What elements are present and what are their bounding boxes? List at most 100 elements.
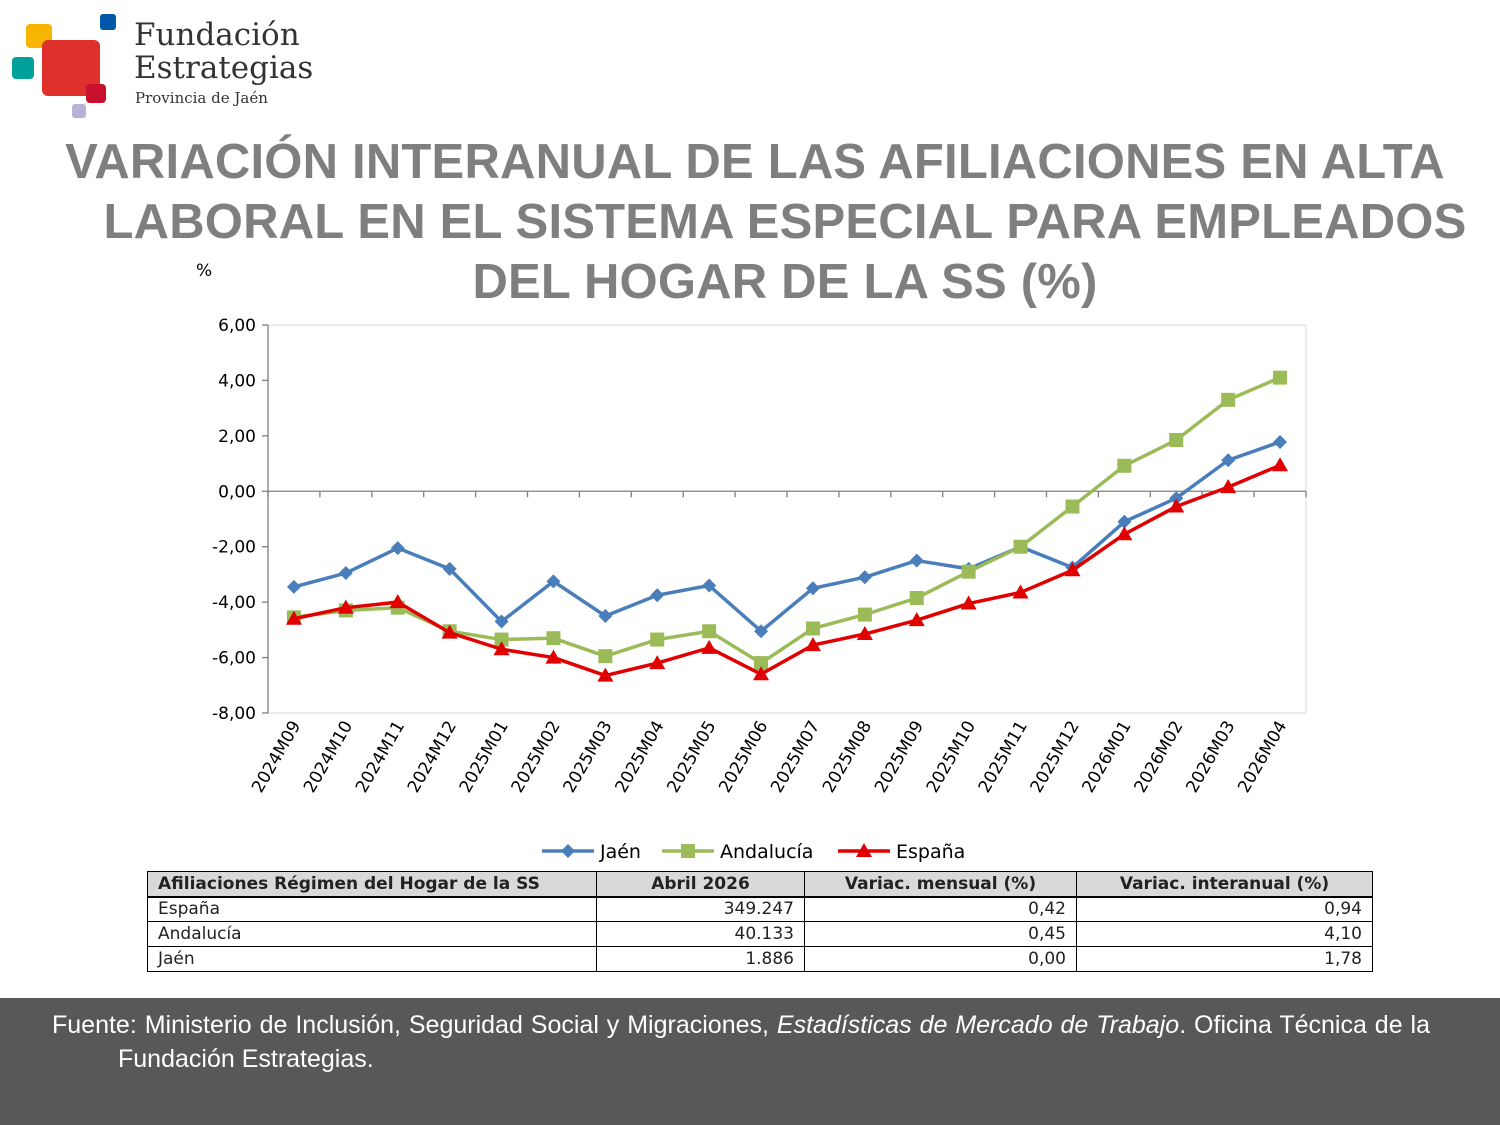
x-tick-label: 2025M10 xyxy=(923,718,980,797)
legend-label: Jaén xyxy=(599,841,641,863)
data-point xyxy=(337,599,354,614)
series-line xyxy=(293,440,1281,633)
data-point xyxy=(961,564,976,579)
data-point xyxy=(1013,539,1028,554)
table-header-cell: Variac. interanual (%) xyxy=(1076,871,1373,897)
logo-square-blue xyxy=(100,14,116,30)
data-point xyxy=(650,632,665,647)
table-header-row: Afiliaciones Régimen del Hogar de la SS … xyxy=(147,871,1373,897)
data-point xyxy=(908,612,925,627)
data-point xyxy=(702,578,717,593)
title-line-1: VARIACIÓN INTERANUAL DE LAS AFILIACIONES… xyxy=(65,135,1445,189)
x-tick-label: 2025M05 xyxy=(663,718,720,797)
data-point xyxy=(856,843,872,857)
data-point xyxy=(857,607,872,622)
table-cell: Jaén xyxy=(147,946,597,972)
x-tick-label: 2024M09 xyxy=(248,718,305,797)
x-tick-label: 2025M02 xyxy=(508,718,565,797)
data-point xyxy=(702,624,717,639)
data-point xyxy=(909,553,924,568)
logo-square-teal xyxy=(12,57,34,79)
x-tick-label: 2025M04 xyxy=(611,718,668,797)
table-cell: 349.247 xyxy=(596,896,805,922)
logo-line-1: Fundación xyxy=(134,17,300,53)
data-point xyxy=(1220,479,1237,494)
table-row: Andalucía 40.133 0,45 4,10 xyxy=(147,921,1373,947)
data-point xyxy=(441,624,458,639)
x-tick-label: 2025M06 xyxy=(715,718,772,797)
y-tick-label: -2,00 xyxy=(212,538,256,558)
source-italic: Estadísticas de Mercado de Trabajo xyxy=(776,1011,1180,1039)
title-line-3: DEL HOGAR DE LA SS (%) xyxy=(472,255,1098,309)
series-espana xyxy=(285,457,1289,682)
data-point xyxy=(909,590,924,605)
table-cell: 40.133 xyxy=(596,921,805,947)
y-ticks: 6,00 4,00 2,00 0,00 -2,00 -4,00 -6,00 -8,00 xyxy=(212,316,268,724)
data-point xyxy=(754,656,769,671)
data-point xyxy=(804,637,821,652)
x-tick-label: 2026M04 xyxy=(1234,718,1291,797)
data-point xyxy=(597,667,614,682)
logo-square-lavender xyxy=(72,104,86,118)
x-tick-label: 2025M08 xyxy=(819,718,876,797)
x-tick-label: 2024M11 xyxy=(352,718,409,797)
y-tick-label: -8,00 xyxy=(212,704,256,724)
table-cell: 0,94 xyxy=(1076,896,1373,922)
title-line-2: LABORAL EN EL SISTEMA ESPECIAL PARA EMPL… xyxy=(103,195,1467,249)
table-cell: 0,45 xyxy=(804,921,1077,947)
data-point xyxy=(546,631,561,646)
table-cell: 1,78 xyxy=(1076,946,1373,972)
table-cell: 0,00 xyxy=(804,946,1077,972)
data-point xyxy=(1117,458,1132,473)
source-note: Fuente: Ministerio de Inclusión, Segurid… xyxy=(52,1008,1430,1076)
table-cell: 4,10 xyxy=(1076,921,1373,947)
table-header-cell: Abril 2026 xyxy=(596,871,805,897)
data-point xyxy=(1273,370,1288,385)
data-point xyxy=(494,614,509,629)
data-point xyxy=(960,595,977,610)
data-point xyxy=(1065,499,1080,514)
series-line xyxy=(293,463,1281,678)
data-point xyxy=(1168,498,1185,513)
logo-line-2: Estrategias xyxy=(134,50,314,86)
legend: Jaén Andalucía España xyxy=(542,841,965,863)
page-title: VARIACIÓN INTERANUAL DE LAS AFILIACIONES… xyxy=(20,132,1490,312)
line-chart: % 6,00 4,00 2,00 0,00 -2,00 -4,00 -6,00 -8,00 2… xyxy=(196,261,1307,863)
data-point xyxy=(857,570,872,585)
data-point xyxy=(701,639,718,654)
y-tick-label: 6,00 xyxy=(218,316,256,336)
table-header-cell: Afiliaciones Régimen del Hogar de la SS xyxy=(147,871,597,897)
source-suffix: . Oficina Técnica de la Fundación Estrat… xyxy=(118,1011,1431,1073)
x-tick-label: 2025M09 xyxy=(871,718,928,797)
data-point xyxy=(805,581,820,596)
data-point xyxy=(1221,392,1236,407)
y-tick-label: 4,00 xyxy=(218,371,256,391)
x-tick-label: 2025M07 xyxy=(767,718,824,797)
y-unit-label: % xyxy=(196,261,212,281)
data-point xyxy=(649,655,666,670)
data-point xyxy=(754,624,769,639)
data-point xyxy=(1221,453,1236,468)
data-point xyxy=(1273,434,1288,449)
data-point xyxy=(389,594,406,609)
data-point xyxy=(1064,562,1081,577)
data-point xyxy=(1117,514,1132,529)
logo-square-darkred xyxy=(86,84,106,103)
table-cell: 1.886 xyxy=(596,946,805,972)
series-line xyxy=(293,376,1281,665)
data-point xyxy=(1116,526,1133,541)
footer: Fuente: Ministerio de Inclusión, Segurid… xyxy=(0,998,1500,1125)
x-tick-label: 2025M01 xyxy=(456,718,513,797)
x-tick-label: 2025M03 xyxy=(560,718,617,797)
data-point xyxy=(561,844,575,858)
table-row: España 349.247 0,42 0,94 xyxy=(147,896,1373,922)
data-point xyxy=(494,632,509,647)
data-point xyxy=(390,541,405,556)
legend-label: Andalucía xyxy=(720,841,813,863)
table-row: Jaén 1.886 0,00 1,78 xyxy=(147,946,1373,972)
logo-line-3: Provincia de Jaén xyxy=(135,89,268,107)
table-cell: España xyxy=(147,896,597,922)
series-jaen xyxy=(286,434,1288,639)
table-cell: 0,42 xyxy=(804,896,1077,922)
y-tick-label: 0,00 xyxy=(218,482,256,502)
